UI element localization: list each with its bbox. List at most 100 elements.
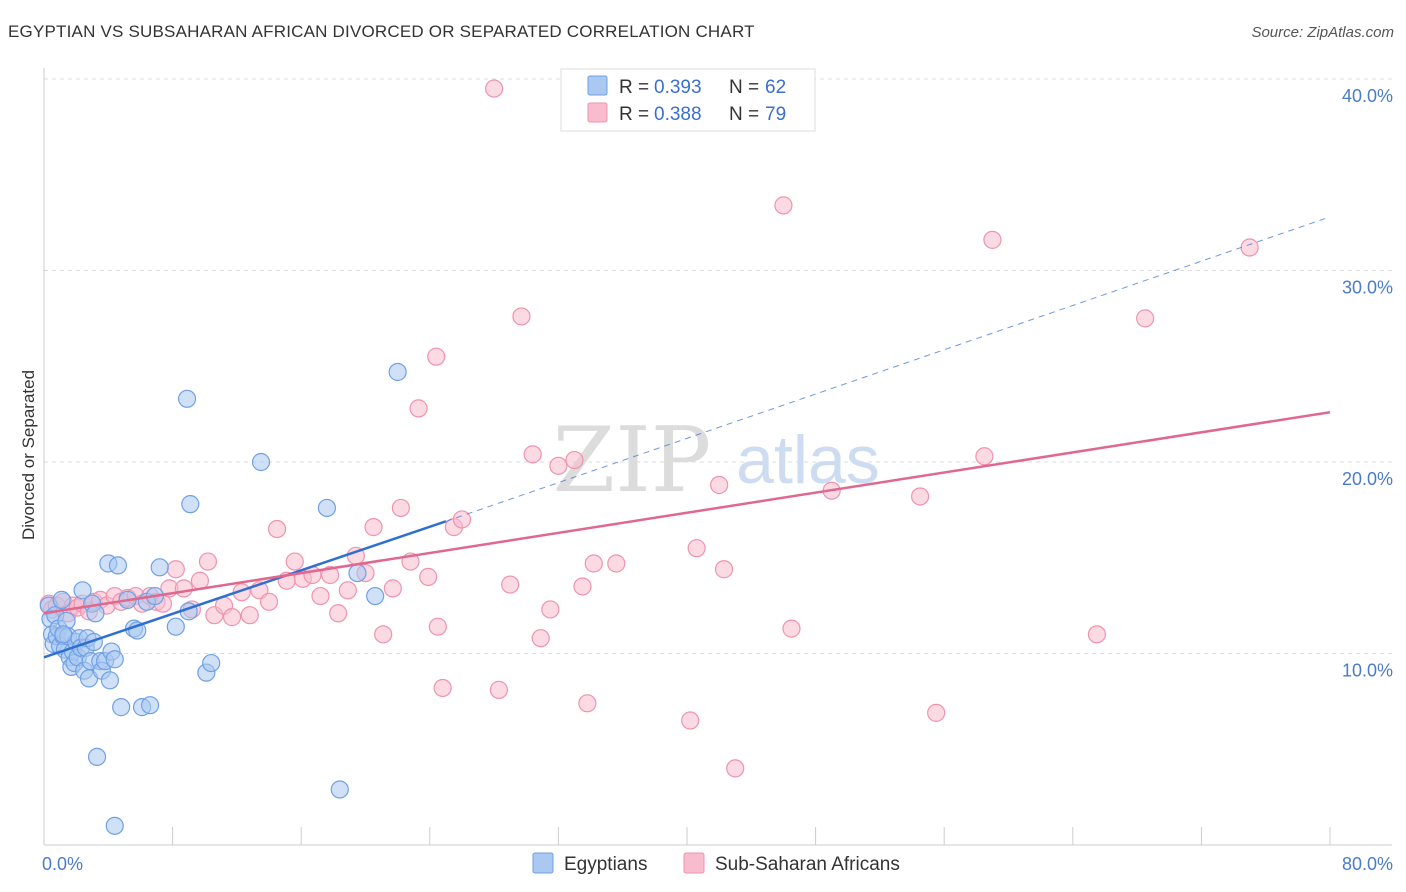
subsaharan-point-40 <box>329 604 348 623</box>
series-label-egyptians: Egyptians <box>564 854 647 875</box>
egyptian-point-35 <box>100 671 120 690</box>
egyptian-point-39 <box>112 698 131 717</box>
subsaharan-point-75 <box>782 619 801 638</box>
subsaharan-point-25 <box>198 552 218 571</box>
egyptian-point-55 <box>317 498 337 518</box>
stats-legend: R = 0.393 N = 62 R = 0.388 N = 79 <box>560 68 816 132</box>
legend-r-value-1: 0.388 <box>654 104 702 125</box>
subsaharan-point-47 <box>391 498 410 518</box>
egyptian-point-30 <box>87 747 107 767</box>
subsaharan-point-50 <box>419 567 438 587</box>
subsaharan-point-69 <box>681 711 700 730</box>
egyptian-point-49 <box>177 389 197 408</box>
subsaharan-point-38 <box>311 586 330 606</box>
legend-r-label-0: R = <box>619 77 649 98</box>
y-tick-label-2: 30.0% <box>1342 278 1393 298</box>
subsaharan-point-57 <box>489 680 509 699</box>
subsaharan-point-73 <box>710 475 729 495</box>
y-tick-labels: 10.0% 20.0% 30.0% 40.0% <box>1342 86 1393 681</box>
series-legend: Egyptians Sub-Saharan Africans <box>532 852 900 875</box>
egyptian-point-60 <box>105 816 124 835</box>
egyptian-point-45 <box>140 696 160 715</box>
egyptian-point-57 <box>348 563 367 583</box>
subsaharan-point-22 <box>174 579 193 598</box>
subsaharan-point-41 <box>338 581 357 600</box>
subsaharan-point-79 <box>975 447 994 466</box>
subsaharan-point-55 <box>452 510 472 529</box>
subsaharan-point-65 <box>573 577 592 596</box>
legend-r-value-0: 0.393 <box>654 77 702 98</box>
egyptian-point-21 <box>73 581 92 600</box>
axes <box>43 68 1392 846</box>
subsaharan-point-24 <box>190 571 210 590</box>
legend-n-label-0: N = <box>729 77 759 98</box>
legend-n-label-1: N = <box>729 104 759 125</box>
subsaharan-point-21 <box>166 560 185 579</box>
subsaharan-point-58 <box>501 575 520 594</box>
subsaharan-point-35 <box>285 552 304 571</box>
subsaharan-point-83 <box>1240 238 1259 257</box>
source-credit: Source: ZipAtlas.com <box>1251 24 1394 41</box>
egyptian-trend-extension <box>445 216 1331 522</box>
y-tick-label-1: 20.0% <box>1342 469 1393 489</box>
subsaharan-point-53 <box>433 678 452 698</box>
subsaharan-point-49 <box>409 399 428 418</box>
subsaharan-point-33 <box>267 519 287 539</box>
egyptian-point-38 <box>108 556 128 575</box>
egyptian-point-51 <box>181 495 200 514</box>
subsaharan-point-70 <box>687 539 706 558</box>
subsaharan-point-81 <box>1087 625 1107 644</box>
subsaharan-point-66 <box>578 694 597 713</box>
series-swatch-subsaharan <box>683 852 705 874</box>
subsaharan-point-78 <box>927 703 946 722</box>
egyptian-point-53 <box>202 653 221 673</box>
subsaharan-point-74 <box>774 196 793 215</box>
legend-n-value-0: 62 <box>765 77 786 98</box>
y-axis-title: Divorced or Separated <box>19 370 38 540</box>
subsaharan-point-59 <box>512 307 531 326</box>
subsaharan-point-56 <box>485 79 504 98</box>
egyptian-point-48 <box>166 617 185 636</box>
subsaharan-point-77 <box>910 487 930 506</box>
subsaharan-point-51 <box>427 347 446 366</box>
subsaharan-point-32 <box>259 592 279 611</box>
subsaharan-point-82 <box>1136 309 1155 328</box>
subsaharan-point-28 <box>222 608 242 627</box>
x-tick-label-0: 0.0% <box>42 854 83 874</box>
series-label-subsaharan: Sub-Saharan Africans <box>715 854 900 875</box>
series-swatch-egyptians <box>532 852 554 874</box>
y-tick-label-3: 40.0% <box>1342 86 1393 106</box>
egyptian-point-8 <box>52 590 71 609</box>
legend-r-label-1: R = <box>619 104 649 125</box>
subsaharan-point-80 <box>983 230 1002 249</box>
x-tick-labels: 0.0% 80.0% <box>42 854 1393 874</box>
egyptian-point-58 <box>366 586 385 606</box>
subsaharan-point-64 <box>565 450 584 470</box>
legend-n-value-1: 79 <box>765 104 786 125</box>
egyptian-point-56 <box>330 780 349 799</box>
chart-title: EGYPTIAN VS SUBSAHARAN AFRICAN DIVORCED … <box>8 22 755 41</box>
subsaharan-trend-line <box>43 410 1331 615</box>
subsaharan-point-45 <box>374 625 393 644</box>
subsaharan-point-52 <box>428 617 447 636</box>
subsaharan-point-67 <box>584 554 603 573</box>
x-tick-label-1: 80.0% <box>1342 854 1393 874</box>
trend-lines <box>43 216 1331 659</box>
egyptian-point-47 <box>150 558 169 577</box>
subsaharan-point-63 <box>549 456 568 475</box>
subsaharan-point-72 <box>726 759 745 778</box>
subsaharan-point-71 <box>714 560 734 579</box>
egyptian-trend-line <box>43 520 447 659</box>
subsaharan-point-68 <box>607 554 626 573</box>
subsaharan-point-62 <box>541 600 560 619</box>
y-tick-label-0: 10.0% <box>1342 661 1393 681</box>
egyptian-point-59 <box>388 362 407 382</box>
subsaharan-point-60 <box>523 445 542 464</box>
subsaharan-point-30 <box>240 606 259 625</box>
egyptian-point-54 <box>251 452 271 472</box>
legend-swatch-subsaharan <box>587 102 608 123</box>
subsaharan-point-61 <box>531 629 550 648</box>
subsaharan-point-44 <box>364 518 383 537</box>
egyptian-point-61 <box>54 625 73 644</box>
